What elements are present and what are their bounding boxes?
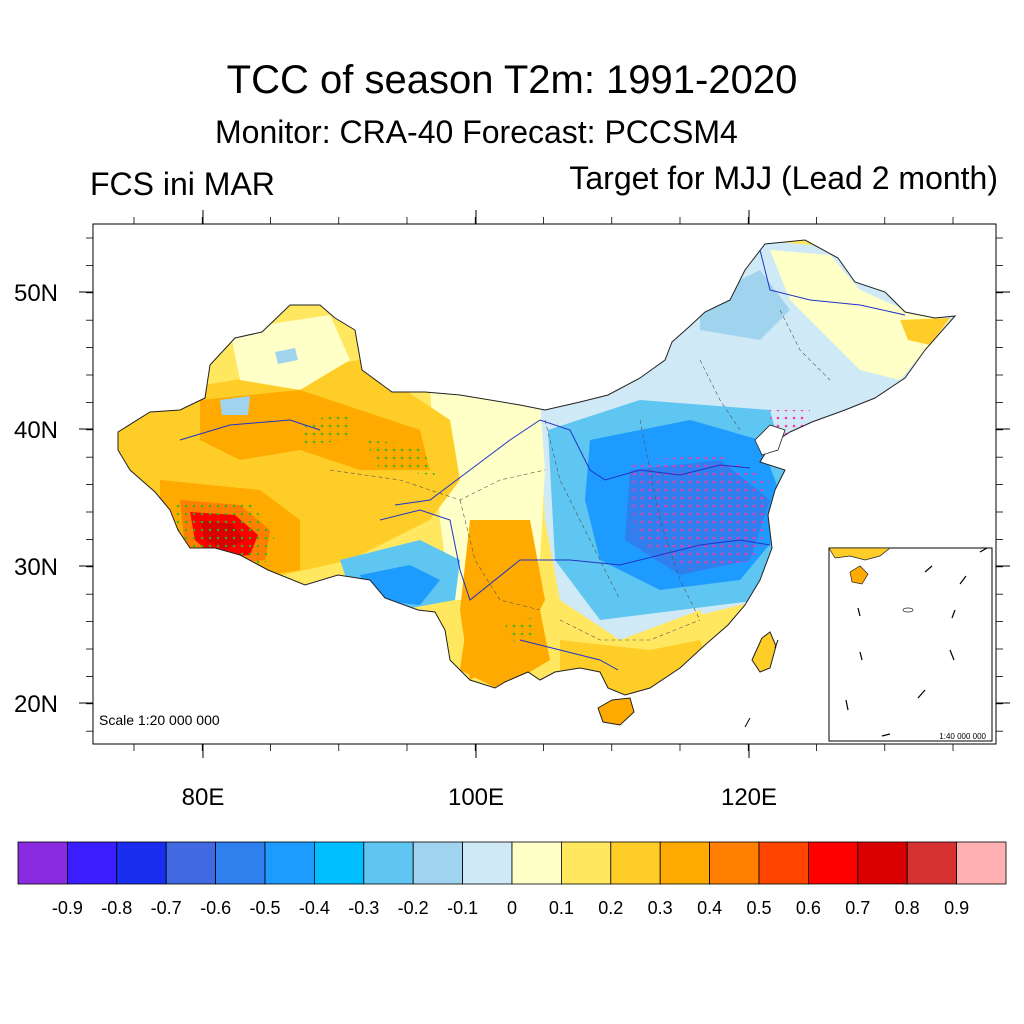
colorbar-swatch — [17, 841, 68, 885]
lon-tick-label: 120E — [721, 784, 777, 811]
colorbar-label: -0.4 — [299, 898, 330, 918]
colorbar-label: -0.2 — [398, 898, 429, 918]
colorbar-label: 0.8 — [895, 898, 920, 918]
colorbar-swatch — [67, 841, 118, 885]
field-ne-orange — [900, 318, 950, 345]
colorbar-label: 0.9 — [944, 898, 969, 918]
inset-map: 1:40 000 000 — [828, 547, 993, 742]
colorbar-label: 0.6 — [796, 898, 821, 918]
colorbar-label: -0.3 — [348, 898, 379, 918]
colorbar-swatch — [363, 841, 414, 885]
colorbar-swatch — [412, 841, 464, 885]
inset-dashes — [845, 548, 988, 737]
lat-tick-label: 30N — [14, 554, 58, 581]
rivers — [179, 249, 906, 671]
lat-tick-label: 40N — [14, 417, 58, 444]
hainan-outline — [597, 697, 635, 726]
province-borders — [329, 309, 831, 641]
lat-tick-label: 50N — [14, 280, 58, 307]
taiwan-outline — [751, 631, 777, 673]
stipple-sw — [505, 618, 538, 642]
colorbar-swatch — [264, 841, 315, 885]
colorbar-label: -0.5 — [249, 898, 280, 918]
lat-axis: 50N 40N 30N 20N — [14, 237, 1010, 732]
colorbar-swatch — [659, 841, 711, 885]
yellow-river — [394, 419, 751, 506]
colorbar-label: 0 — [507, 898, 517, 918]
colorbar-swatch — [709, 841, 760, 885]
stipple-center — [365, 440, 435, 475]
field-ne-blue — [700, 270, 790, 340]
field-nw-blue — [275, 348, 298, 364]
inset-coast — [829, 548, 891, 561]
lon-axis: 80E 100E 120E — [133, 210, 954, 811]
inset-scale-text: 1:40 000 000 — [939, 732, 986, 741]
colorbar-swatch — [808, 841, 859, 885]
colorbar-swatch — [165, 841, 216, 885]
stipple-north — [300, 415, 350, 445]
yangtze-river — [379, 509, 771, 601]
field-ne-yellow — [770, 250, 950, 380]
bohai-sea — [754, 424, 786, 456]
inset-island — [902, 607, 914, 613]
colorbar-label: 0.4 — [697, 898, 722, 918]
map-scale-text: Scale 1:20 000 000 — [99, 712, 220, 728]
init-label: FCS ini MAR — [90, 166, 275, 202]
colorbar-label: -0.8 — [101, 898, 132, 918]
lon-tick-label: 80E — [182, 784, 225, 811]
lon-tick-label: 100E — [448, 784, 504, 811]
chart-subtitle: Monitor: CRA-40 Forecast: PCCSM4 — [215, 114, 738, 150]
colorbar-label: -0.9 — [52, 898, 83, 918]
colorbar-swatch — [215, 841, 266, 885]
colorbar-label: 0.3 — [648, 898, 673, 918]
colorbar-label: 0.5 — [746, 898, 771, 918]
colorbar-label: 0.2 — [598, 898, 623, 918]
colorbar-label: -0.6 — [200, 898, 231, 918]
colorbar-swatch — [610, 841, 661, 885]
colorbar-swatch — [313, 841, 365, 885]
colorbar-swatch — [857, 841, 908, 885]
colorbar-swatch — [511, 841, 562, 885]
pearl-river — [519, 639, 619, 671]
field-nw-blue2 — [220, 396, 250, 415]
colorbar-label: 0.7 — [845, 898, 870, 918]
colorbar-swatch — [956, 841, 1007, 885]
colorbar-swatch — [462, 841, 513, 885]
lat-tick-label: 20N — [14, 691, 58, 718]
inset-hainan — [849, 565, 869, 585]
colorbar-swatch — [116, 841, 167, 885]
colorbar-label: 0.1 — [549, 898, 574, 918]
amur-river — [759, 249, 906, 316]
target-label: Target for MJJ (Lead 2 month) — [569, 160, 998, 196]
colorbar-swatch — [758, 841, 809, 885]
chart-title: TCC of season T2m: 1991-2020 — [226, 58, 798, 102]
colorbar: -0.9 -0.8 -0.7 -0.6 -0.5 -0.4 -0.3 -0.2 -0.1 0 0.1… — [17, 841, 1007, 918]
colorbar-swatch — [906, 841, 958, 885]
colorbar-label: -0.7 — [151, 898, 182, 918]
colorbar-label: -0.1 — [447, 898, 478, 918]
island-marks — [744, 639, 779, 728]
tarim-river — [179, 419, 321, 441]
stipple-east — [630, 455, 770, 570]
colorbar-swatch — [561, 841, 612, 885]
